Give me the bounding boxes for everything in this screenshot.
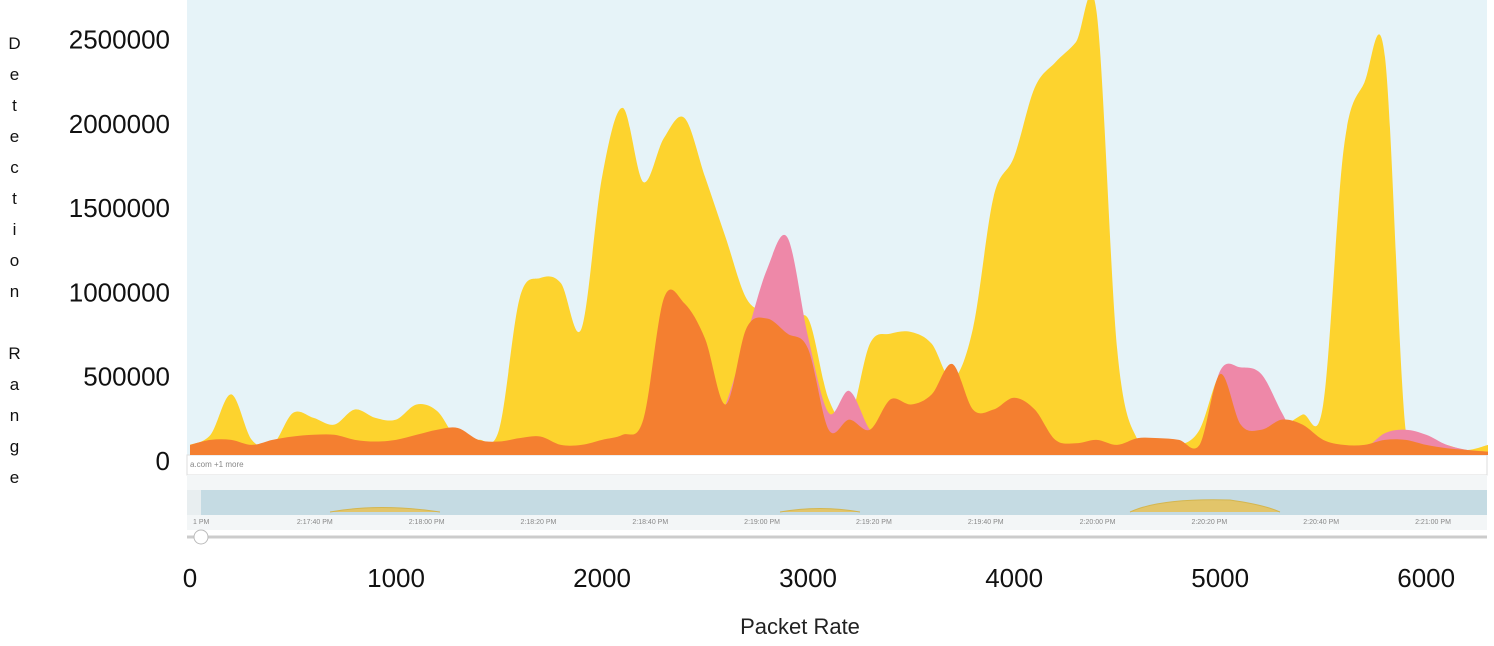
navigator-axis (187, 515, 1487, 530)
y-axis-label: Detection Range (5, 34, 24, 499)
navigator-time-label: 2:20:00 PM (1080, 519, 1116, 526)
navigator-time-label: 2:19:20 PM (856, 519, 892, 526)
navigator-time-label: 2:19:00 PM (744, 519, 780, 526)
area (190, 289, 1488, 455)
navigator-time-label: 1 PM (193, 519, 210, 526)
navigator-time-label: 2:17:40 PM (297, 519, 333, 526)
x-tick-label: 1000 (367, 563, 425, 593)
plot-background (187, 0, 1487, 455)
navigator-time-label: 2:18:00 PM (409, 519, 445, 526)
navigator-legend: a.com +1 more (190, 460, 244, 469)
y-tick-label: 2000000 (69, 109, 170, 139)
y-tick-label: 0 (156, 446, 170, 476)
area (190, 0, 1488, 455)
navigator-time-label: 2:18:40 PM (632, 519, 668, 526)
x-tick-label: 6000 (1397, 563, 1455, 593)
x-tick-label: 2000 (573, 563, 631, 593)
y-tick-label: 1000000 (69, 277, 170, 307)
area (190, 234, 1488, 455)
navigator-time-label: 2:18:20 PM (521, 519, 557, 526)
navigator-handle[interactable] (193, 529, 209, 545)
x-tick-label: 0 (183, 563, 197, 593)
x-tick-label: 5000 (1191, 563, 1249, 593)
y-tick-label: 2500000 (69, 25, 170, 55)
navigator-time-label: 2:20:40 PM (1303, 519, 1339, 526)
x-tick-label: 4000 (985, 563, 1043, 593)
navigator-time-label: 2:21:00 PM (1415, 519, 1451, 526)
y-tick-label: 500000 (83, 362, 170, 392)
navigator-gap (187, 475, 1487, 490)
navigator-time-label: 2:20:20 PM (1191, 519, 1227, 526)
navigator-preview (329, 499, 1281, 513)
x-axis-label: Packet Rate (740, 614, 860, 639)
y-tick-label: 1500000 (69, 193, 170, 223)
navigator-time-label: 2:19:40 PM (968, 519, 1004, 526)
navigator-legend-bar (186, 454, 1488, 476)
x-tick-label: 3000 (779, 563, 837, 593)
